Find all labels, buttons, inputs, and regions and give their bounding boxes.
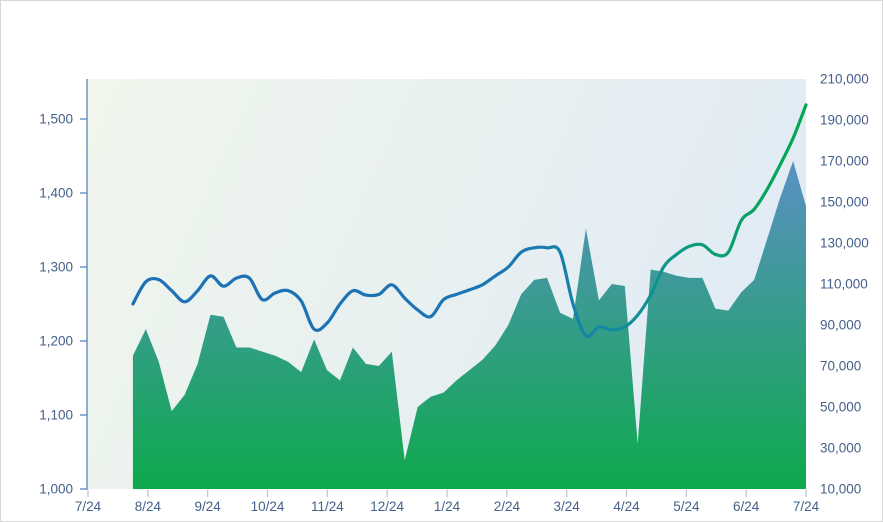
y-right-tick-label: 90,000 xyxy=(820,318,861,333)
y-right-tick-label: 130,000 xyxy=(820,236,869,251)
y-axis-labels-right: 10,000 30,000 50,000 70,000 90,000 110,000 130… xyxy=(820,72,869,497)
x-tick-label: 5/24 xyxy=(673,499,700,514)
x-axis-ticks xyxy=(87,489,807,497)
x-tick-label: 9/24 xyxy=(195,499,222,514)
y-right-tick-label: 110,000 xyxy=(820,277,868,292)
x-tick-label: 1/24 xyxy=(434,499,461,514)
y-left-tick-label: 1,100 xyxy=(39,408,73,423)
x-tick-label: 10/24 xyxy=(251,499,285,514)
x-tick-label: 12/24 xyxy=(370,499,404,514)
y-left-tick-label: 1,500 xyxy=(39,112,73,127)
x-tick-label: 7/24 xyxy=(75,499,102,514)
x-tick-label: 3/24 xyxy=(554,499,581,514)
y-right-tick-label: 50,000 xyxy=(820,400,861,415)
x-tick-label: 8/24 xyxy=(135,499,162,514)
y-right-tick-label: 210,000 xyxy=(820,72,869,87)
y-left-tick-label: 1,400 xyxy=(39,186,73,201)
y-right-tick-label: 30,000 xyxy=(820,441,861,456)
x-tick-label: 7/24 xyxy=(793,499,820,514)
y-right-tick-label: 170,000 xyxy=(820,154,869,169)
x-tick-label: 4/24 xyxy=(613,499,640,514)
x-axis-labels: 7/24 8/24 9/24 10/24 11/24 12/24 1/24 2/24 3/24 4… xyxy=(75,499,820,514)
x-tick-label: 6/24 xyxy=(733,499,760,514)
y-axis-labels-left: 1,000 1,100 1,200 1,300 1,400 1,500 xyxy=(39,112,73,497)
x-tick-label: 2/24 xyxy=(494,499,521,514)
y-axis-ticks-left xyxy=(80,118,87,490)
y-left-tick-label: 1,300 xyxy=(39,260,73,275)
y-left-tick-label: 1,000 xyxy=(39,482,73,497)
volume-area-series xyxy=(132,161,806,489)
y-right-tick-label: 70,000 xyxy=(820,359,861,374)
price-line-series xyxy=(131,103,808,339)
y-right-tick-label: 10,000 xyxy=(820,482,861,497)
y-left-tick-label: 1,200 xyxy=(39,334,73,349)
y-right-tick-label: 150,000 xyxy=(820,195,869,210)
x-tick-label: 11/24 xyxy=(311,499,344,514)
y-right-tick-label: 190,000 xyxy=(820,113,869,128)
